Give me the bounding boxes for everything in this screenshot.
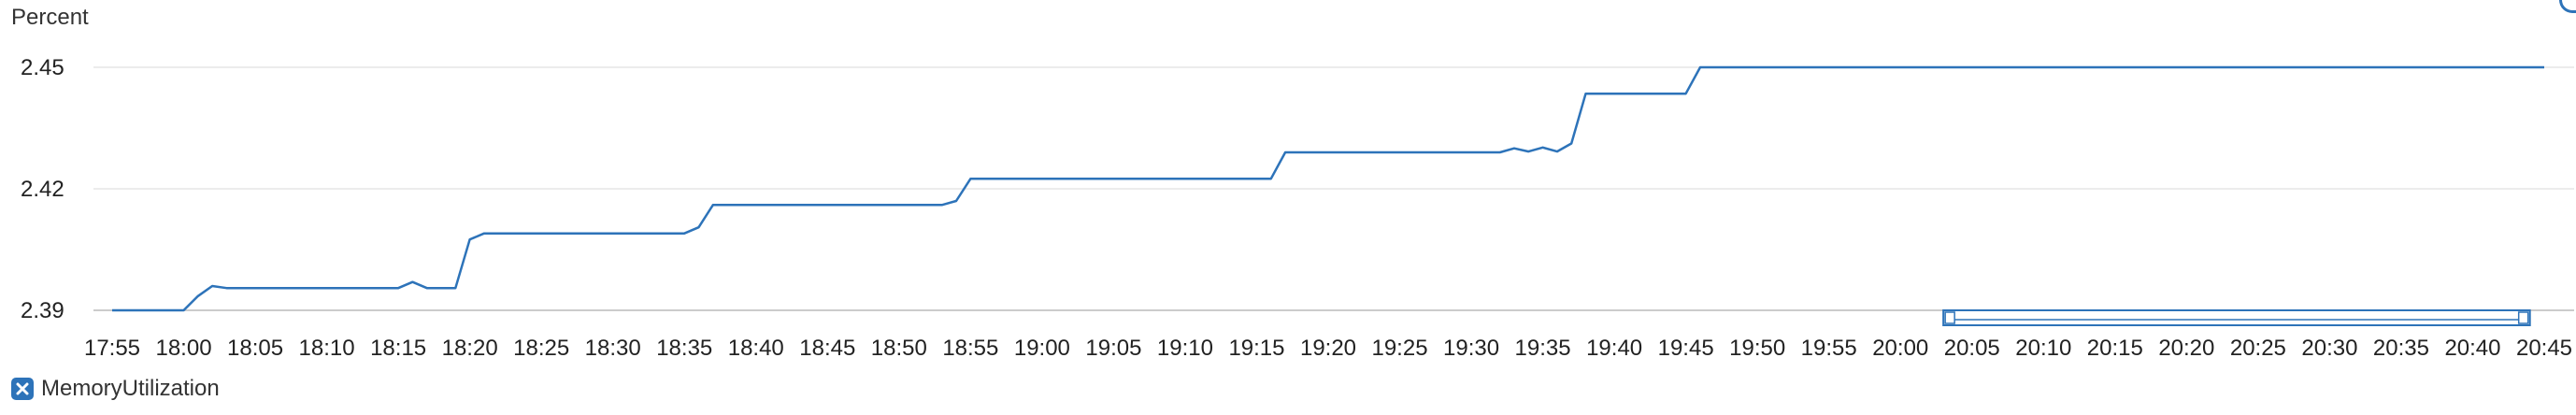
x-tick-label: 19:00 xyxy=(1014,336,1070,361)
x-tick-label: 18:25 xyxy=(513,336,569,361)
legend-item-memoryutilization[interactable]: MemoryUtilization xyxy=(11,374,220,404)
x-tick-label: 20:35 xyxy=(2373,336,2429,361)
x-tick-label: 20:20 xyxy=(2158,336,2214,361)
grid-lines xyxy=(93,66,2574,311)
x-tick-label: 19:10 xyxy=(1157,336,1213,361)
x-tick-label: 20:15 xyxy=(2087,336,2143,361)
y-tick-label: 2.45 xyxy=(21,55,64,80)
x-tick-label: 19:50 xyxy=(1729,336,1785,361)
x-tick-label: 19:55 xyxy=(1801,336,1857,361)
series-line-memoryutilization[interactable] xyxy=(112,65,2544,312)
x-tick-label: 20:00 xyxy=(1872,336,1928,361)
x-tick-label: 18:00 xyxy=(155,336,211,361)
close-x-icon[interactable] xyxy=(11,378,34,400)
x-tick-label: 18:40 xyxy=(728,336,784,361)
x-tick-label: 17:55 xyxy=(84,336,140,361)
close-x-glyph xyxy=(16,382,29,395)
x-tick-label: 20:30 xyxy=(2301,336,2357,361)
x-tick-label: 19:30 xyxy=(1443,336,1499,361)
x-tick-label: 20:40 xyxy=(2444,336,2500,361)
resize-handle-icon[interactable] xyxy=(2559,0,2576,13)
y-tick-label: 2.39 xyxy=(21,298,64,323)
x-tick-label: 20:05 xyxy=(1944,336,2000,361)
navigator-handle[interactable] xyxy=(1944,311,1955,324)
x-tick-label: 18:05 xyxy=(227,336,283,361)
x-tick-label: 18:15 xyxy=(370,336,426,361)
x-tick-label: 19:45 xyxy=(1658,336,1714,361)
x-tick-label: 19:35 xyxy=(1515,336,1571,361)
y-axis-ticks: 2.39 2.42 2.45 xyxy=(21,55,64,323)
x-tick-label: 20:10 xyxy=(2015,336,2071,361)
x-tick-label: 20:25 xyxy=(2230,336,2286,361)
series-layer xyxy=(112,65,2544,312)
x-tick-label: 19:15 xyxy=(1228,336,1284,361)
x-tick-label: 19:25 xyxy=(1371,336,1427,361)
navigator-handle[interactable] xyxy=(2517,311,2529,324)
x-tick-label: 20:45 xyxy=(2516,336,2572,361)
x-tick-label: 18:20 xyxy=(442,336,498,361)
x-tick-label: 18:35 xyxy=(656,336,712,361)
x-tick-label: 18:30 xyxy=(585,336,641,361)
x-axis-ticks: 17:55 18:00 18:05 18:10 18:15 18:20 18:25 18:30… xyxy=(84,336,2572,361)
x-tick-label: 18:45 xyxy=(799,336,855,361)
time-range-navigator[interactable] xyxy=(1942,309,2531,326)
x-tick-label: 18:50 xyxy=(871,336,927,361)
y-tick-label: 2.42 xyxy=(21,177,64,202)
x-tick-label: 18:10 xyxy=(299,336,355,361)
y-axis-label: Percent xyxy=(11,5,89,30)
x-tick-label: 19:20 xyxy=(1300,336,1356,361)
x-tick-label: 19:05 xyxy=(1085,336,1141,361)
x-tick-label: 19:40 xyxy=(1586,336,1642,361)
navigator-range[interactable] xyxy=(1942,309,2531,326)
x-tick-label: 18:55 xyxy=(942,336,998,361)
legend-label: MemoryUtilization xyxy=(41,376,220,401)
